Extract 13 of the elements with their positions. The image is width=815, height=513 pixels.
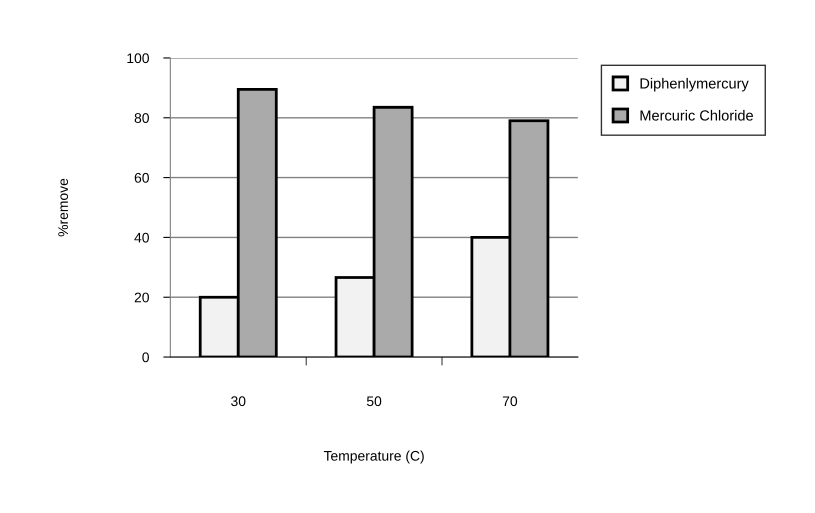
x-tick-label: 50 — [366, 396, 382, 406]
legend-label: Diphenlymercury — [640, 78, 749, 92]
y-tick-label: 100 — [127, 53, 149, 64]
x-axis-title: Temperature (C) — [324, 450, 424, 464]
x-tick-label: 70 — [502, 396, 518, 406]
y-tick-label: 40 — [134, 232, 149, 243]
y-tick-label: 80 — [134, 113, 149, 123]
legend-label: Mercuric Chloride — [640, 110, 753, 121]
y-tick-label: 60 — [134, 172, 149, 183]
y-axis-title: %remove — [58, 178, 68, 236]
y-tick-label: 20 — [134, 292, 149, 302]
y-tick-label: 0 — [142, 352, 149, 362]
x-tick-label: 30 — [231, 396, 246, 406]
